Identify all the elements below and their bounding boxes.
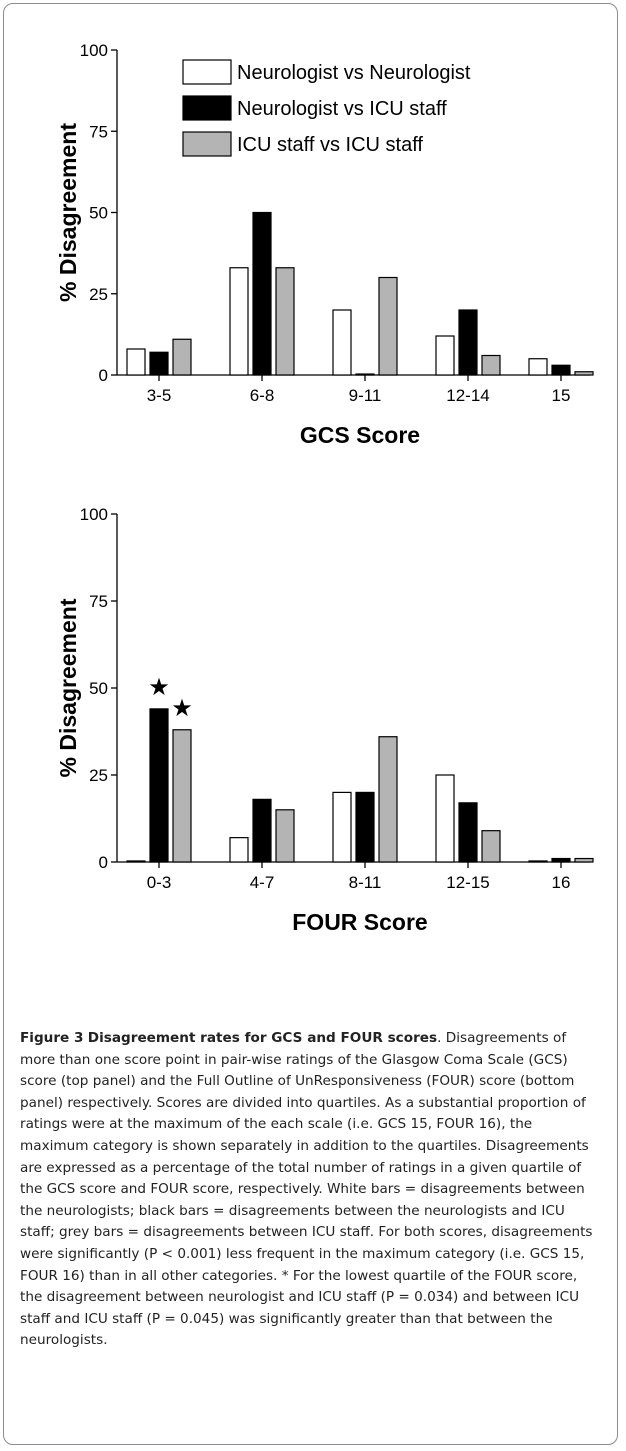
caption-label: Figure 3 — [20, 1030, 84, 1046]
panel1-bar-1 — [229, 267, 249, 376]
panel2-y-tick-label: 25 — [89, 766, 108, 785]
panel2-x-tick-label: 4-7 — [250, 873, 275, 892]
panel1-x-tick-label: 9-11 — [349, 386, 382, 405]
panel2-bar-2 — [252, 798, 272, 863]
panel2-y-tick-label: 50 — [89, 679, 108, 698]
panel1-y-tick-label: 0 — [99, 366, 108, 385]
panel2-bar-1 — [528, 860, 548, 863]
panel2-x-tick-label: 8-11 — [349, 873, 382, 892]
panel1-legend-swatch-2 — [182, 95, 232, 121]
panel2-bar-3 — [378, 736, 398, 863]
panel2-bar-2 — [458, 802, 478, 863]
panel2-bar-3 — [481, 830, 501, 863]
panel1-bar-3 — [275, 267, 295, 376]
panel1-bar-2 — [252, 211, 272, 376]
figure-3-charts: 0 25 50 75 100 % Disagreement 3-5 6-8 9-11 12-14 1… — [55, 41, 594, 935]
panel1-bar-1 — [435, 335, 455, 376]
panel2-x-tick-label: 0-3 — [147, 873, 172, 892]
panel1-bar-2 — [551, 364, 571, 376]
panel1-y-tick-label: 100 — [80, 41, 108, 60]
panel2-bar-3 — [172, 729, 192, 863]
panel1-legend-label-3: ICU staff vs ICU staff — [237, 134, 423, 156]
panel1-y-tick-label: 50 — [89, 204, 108, 223]
caption-period: . — [437, 1030, 446, 1046]
panel2-bar-3 — [574, 857, 594, 863]
panel2-significance-star: ★ — [171, 694, 193, 722]
panel2-x-tick-label: 12-15 — [446, 873, 489, 892]
panel1-bar-3 — [172, 338, 192, 376]
panel2-x-axis-label: FOUR Score — [292, 909, 427, 935]
panel2-bar-1 — [229, 837, 249, 863]
panel1-y-tick-label: 75 — [89, 122, 108, 141]
panel2-bar-3 — [275, 809, 295, 863]
panel2-y-tick-label: 0 — [99, 853, 108, 872]
panel1-bar-1 — [528, 358, 548, 376]
panel1-bar-2 — [149, 351, 169, 376]
panel1-legend-label-2: Neurologist vs ICU staff — [237, 98, 447, 120]
panel1-bar-2 — [458, 309, 478, 376]
panel1-y-axis-label: % Disagreement — [55, 123, 81, 302]
panel2-bar-1 — [126, 860, 146, 863]
panel1-bar-2 — [355, 373, 375, 376]
panel2-x-tick-label: 16 — [552, 873, 571, 892]
panel2-bar-2 — [551, 857, 571, 863]
panel2-bar-2 — [355, 791, 375, 863]
panel1-x-tick-label: 3-5 — [147, 386, 172, 405]
panel1-legend-swatch-1 — [182, 59, 232, 85]
panel1-bar-3 — [378, 276, 398, 376]
panel2-y-tick-label: 100 — [80, 505, 108, 524]
panel1-legend-label-1: Neurologist vs Neurologist — [237, 62, 471, 84]
panel1-x-tick-label: 6-8 — [250, 386, 275, 405]
panel2-significance-star: ★ — [148, 673, 170, 701]
panel1-x-tick-label: 15 — [552, 386, 571, 405]
panel1-bar-3 — [481, 354, 501, 376]
panel2-y-axis-label: % Disagreement — [55, 598, 81, 777]
panel1-x-tick-label: 12-14 — [446, 386, 489, 405]
panel2-bar-2 — [149, 708, 169, 863]
caption-title: Disagreement rates for GCS and FOUR scor… — [87, 1030, 438, 1046]
panel1-bar-1 — [126, 348, 146, 376]
panel2-bar-1 — [435, 774, 455, 863]
caption-text: Disagreements of more than one score poi… — [20, 1030, 593, 1349]
panel1-bar-1 — [332, 309, 352, 376]
panel1-x-axis-label: GCS Score — [300, 422, 420, 448]
figure-caption: Figure 3 Disagreement rates for GCS and … — [20, 1028, 603, 1352]
panel1-legend-swatch-3 — [182, 131, 232, 157]
panel2-y-tick-label: 75 — [89, 592, 108, 611]
panel1-y-tick-label: 25 — [89, 285, 108, 304]
panel1-bar-3 — [574, 371, 594, 376]
panel2-bar-1 — [332, 791, 352, 863]
figure-frame — [3, 3, 618, 1445]
